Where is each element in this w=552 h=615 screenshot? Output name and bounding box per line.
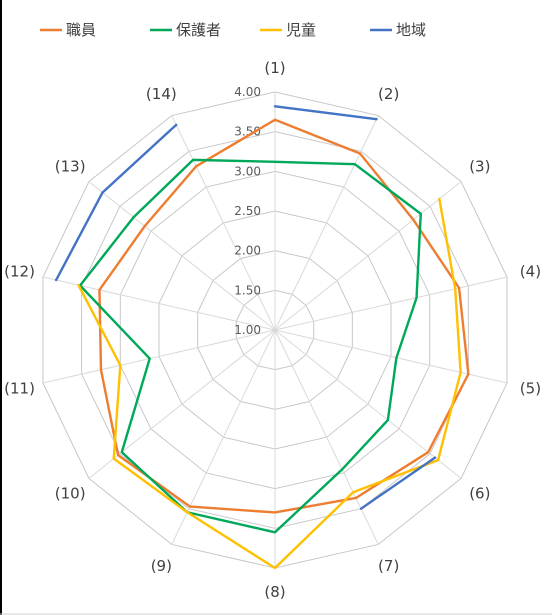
- spoke-1: [274, 115, 379, 331]
- category-label: (9): [151, 557, 172, 575]
- series-line-0-0: [98, 118, 470, 514]
- spoke-10: [42, 329, 276, 384]
- radial-tick-labels: 1.00 1.50 2.00 2.50 3.00 3.50 4.00: [234, 85, 261, 337]
- category-label: (7): [378, 557, 399, 575]
- category-label: (2): [378, 85, 399, 103]
- tick-label: 2.50: [234, 204, 261, 218]
- category-label: (10): [55, 484, 86, 502]
- spoke-2: [274, 181, 462, 331]
- series-line-1-0: [78, 158, 422, 534]
- tick-label: 3.00: [234, 164, 261, 178]
- legend-label: 職員: [66, 21, 96, 39]
- category-label: (14): [146, 85, 177, 103]
- series-line-3-0: [273, 105, 378, 121]
- tick-label: 1.50: [234, 283, 261, 297]
- tick-label: 4.00: [234, 85, 261, 99]
- spoke-6: [274, 329, 379, 545]
- spoke-13: [171, 115, 276, 331]
- category-label: (12): [4, 263, 35, 281]
- tick-label: 2.00: [234, 244, 261, 258]
- series-line-2-0: [77, 197, 462, 570]
- category-labels: (1) (2) (3) (4) (5) (6) (7) (8) (9) (10) (11) (12) (…: [4, 59, 541, 601]
- spoke-8: [171, 329, 276, 545]
- spoke-12: [88, 181, 276, 331]
- series-line-3-2: [54, 123, 178, 282]
- series-lines: [54, 105, 470, 570]
- category-label: (1): [264, 59, 285, 77]
- tick-label: 3.50: [234, 125, 261, 139]
- legend-label: 児童: [286, 21, 316, 39]
- radar-grid: [42, 91, 508, 569]
- tick-label: 1.00: [234, 323, 261, 337]
- spoke-9: [88, 329, 276, 479]
- category-label: (6): [469, 484, 490, 502]
- spoke-5: [274, 329, 462, 479]
- category-label: (3): [469, 158, 490, 176]
- series-line-3-1: [359, 456, 437, 510]
- legend-label: 保護者: [176, 21, 221, 39]
- chart-legend: 職員 保護者 児童 地域: [40, 21, 426, 39]
- category-label: (13): [55, 158, 86, 176]
- category-label: (4): [520, 263, 541, 281]
- category-label: (8): [264, 583, 285, 601]
- spoke-3: [274, 276, 508, 331]
- category-label: (5): [520, 379, 541, 397]
- category-label: (11): [4, 379, 35, 397]
- legend-label: 地域: [396, 21, 426, 39]
